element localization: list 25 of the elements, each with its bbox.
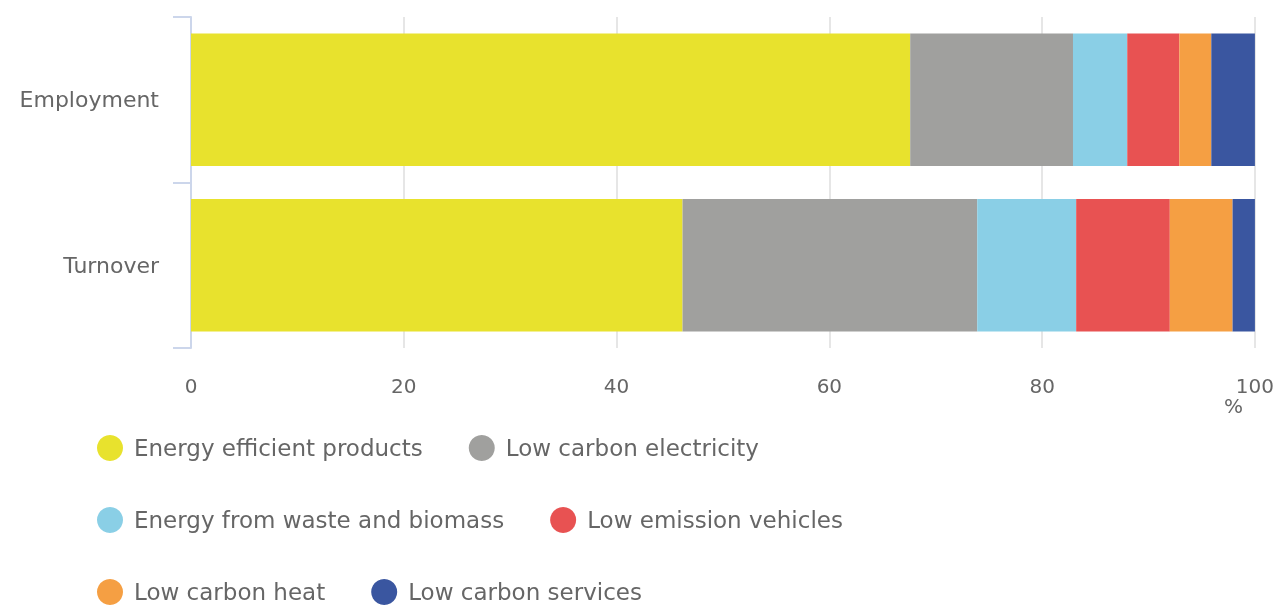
bar <box>191 33 911 166</box>
x-tick-label: 40 <box>603 374 630 398</box>
x-tick-label: 60 <box>816 374 843 398</box>
bar <box>1232 199 1255 332</box>
bar <box>1127 33 1180 166</box>
legend-label: Low emission vehicles <box>587 507 843 533</box>
legend-label: Low carbon electricity <box>505 435 759 461</box>
legend-label: Energy efficient products <box>134 435 423 461</box>
bar <box>1076 199 1170 332</box>
legend-label: Low carbon heat <box>134 579 326 605</box>
x-tick-label: 20 <box>391 374 417 398</box>
bar <box>1072 33 1128 166</box>
x-tick-label: 0 <box>184 374 198 398</box>
bar <box>977 199 1077 332</box>
bar <box>682 199 978 332</box>
bar <box>1169 199 1233 332</box>
legend-label: Low carbon services <box>408 579 642 605</box>
legend-label: Energy from waste and biomass <box>134 507 505 533</box>
x-tick-label: 80 <box>1029 374 1055 398</box>
bar <box>1211 33 1255 166</box>
bar <box>1179 33 1212 166</box>
y-tick-label: Turnover <box>62 252 160 278</box>
bar <box>191 199 683 332</box>
bar <box>910 33 1073 166</box>
y-tick-label: Employment <box>19 87 160 113</box>
